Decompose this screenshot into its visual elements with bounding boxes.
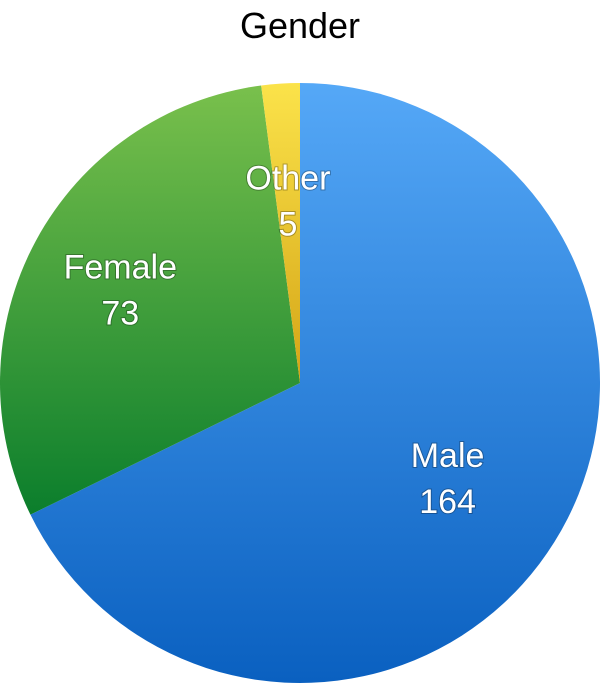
- slice-value-male: 164: [419, 483, 476, 521]
- slice-value-female: 73: [101, 294, 139, 332]
- pie-slice-other: [261, 83, 300, 383]
- chart-title: Gender: [239, 5, 361, 46]
- pie-slice-male: [30, 83, 600, 683]
- pie-slice-female: [0, 85, 300, 515]
- slice-label-other: Other: [245, 159, 330, 197]
- slice-label-female: Female: [64, 248, 177, 286]
- slice-value-other: 5: [278, 205, 297, 243]
- pie-slices: [0, 83, 600, 683]
- pie-labels: Male 164 Female 73 Other 5: [63, 158, 486, 522]
- slice-label-male: Male: [411, 437, 485, 475]
